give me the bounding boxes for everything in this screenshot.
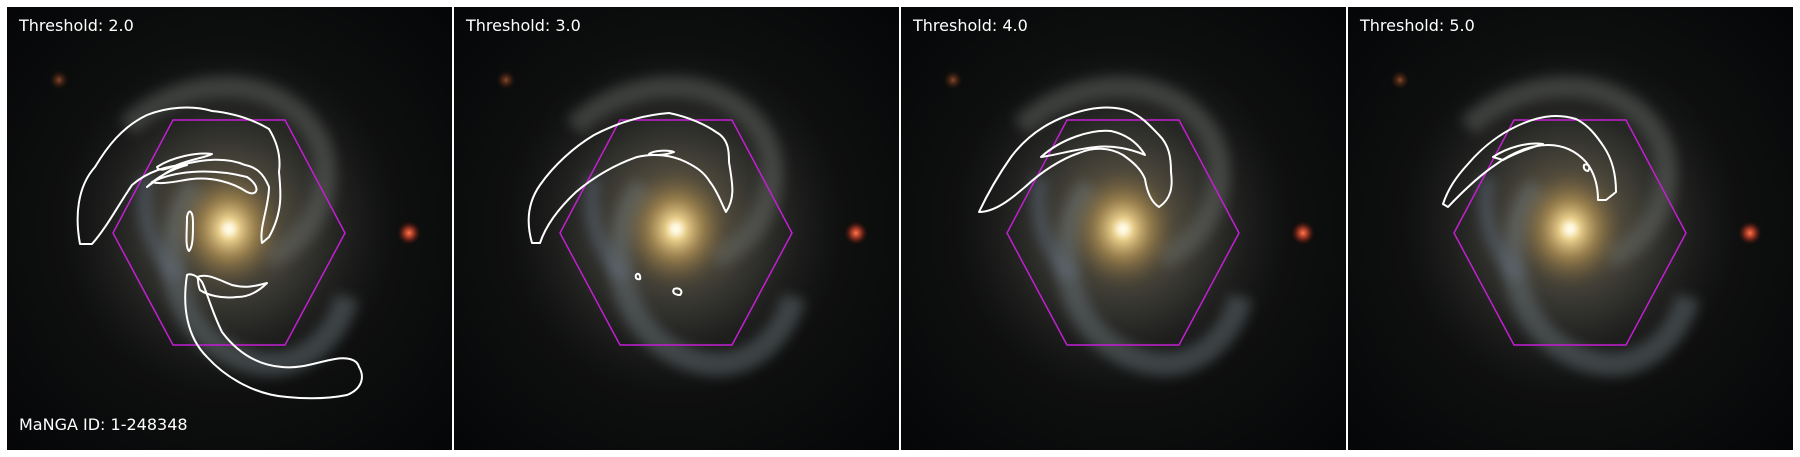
contour-upper-arm: [76, 106, 282, 245]
contour-inner-2: [151, 170, 258, 195]
contours: [978, 106, 1173, 213]
panel-threshold-3: Threshold: 3.0: [454, 7, 899, 450]
contour-blob-3: [672, 287, 683, 296]
contour-blob-2: [634, 272, 642, 281]
panel-threshold-2: Threshold: 2.0 MaNGA ID: 1-248348: [7, 7, 452, 450]
threshold-label: Threshold: 3.0: [466, 16, 581, 35]
threshold-label: Threshold: 4.0: [913, 16, 1028, 35]
contour-inner-1: [156, 152, 213, 171]
threshold-label: Threshold: 5.0: [1360, 16, 1475, 35]
contour-inner: [1492, 142, 1544, 161]
manga-id-label: MaNGA ID: 1-248348: [19, 415, 188, 434]
contour-blob-1: [648, 149, 675, 157]
contour-inner: [1040, 129, 1146, 158]
contour-small-arm: [196, 274, 268, 299]
contour-upper-arm: [978, 106, 1173, 213]
contour-lower-arm: [184, 273, 363, 400]
panel-threshold-5: Threshold: 5.0: [1348, 7, 1793, 450]
contour-upper-arm: [527, 112, 734, 244]
contours: [527, 112, 734, 296]
contour-core-left: [185, 210, 194, 252]
panel-threshold-4: Threshold: 4.0: [901, 7, 1346, 450]
contours: [76, 106, 363, 400]
galaxy-image: [7, 7, 452, 450]
galaxy-image: [454, 7, 899, 450]
contours: [1442, 114, 1617, 208]
contour-blob: [1582, 163, 1591, 172]
galaxy-image: [901, 7, 1346, 450]
galaxy-image: [1348, 7, 1793, 450]
threshold-label: Threshold: 2.0: [19, 16, 134, 35]
